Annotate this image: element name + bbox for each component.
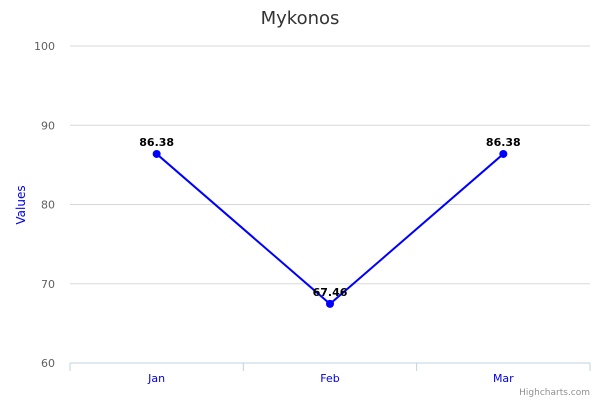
x-tick-label: Feb — [320, 372, 339, 385]
y-tick-label: 60 — [41, 357, 55, 370]
data-label: 67.46 — [313, 286, 348, 299]
axes: 60 70 80 90 100 Jan Feb Mar — [34, 40, 591, 385]
y-axis-title: Values — [14, 185, 28, 224]
data-point — [499, 149, 508, 158]
y-tick-label: 100 — [34, 40, 55, 53]
data-label: 86.38 — [486, 136, 521, 149]
chart-title: Mykonos — [261, 8, 340, 29]
y-tick-label: 80 — [41, 199, 55, 212]
x-tick-label: Mar — [493, 372, 514, 385]
grid — [70, 45, 590, 285]
y-tick-label: 90 — [41, 119, 55, 132]
y-tick-label: 70 — [41, 278, 55, 291]
data-label: 86.38 — [139, 136, 174, 149]
series-group — [152, 149, 508, 308]
credits-link[interactable]: Highcharts.com — [519, 388, 590, 398]
x-tick-label: Jan — [147, 372, 165, 385]
data-point — [152, 149, 161, 158]
data-point — [326, 299, 334, 308]
data-labels: 86.38 67.46 86.38 — [139, 136, 520, 299]
series-line — [156, 153, 504, 306]
